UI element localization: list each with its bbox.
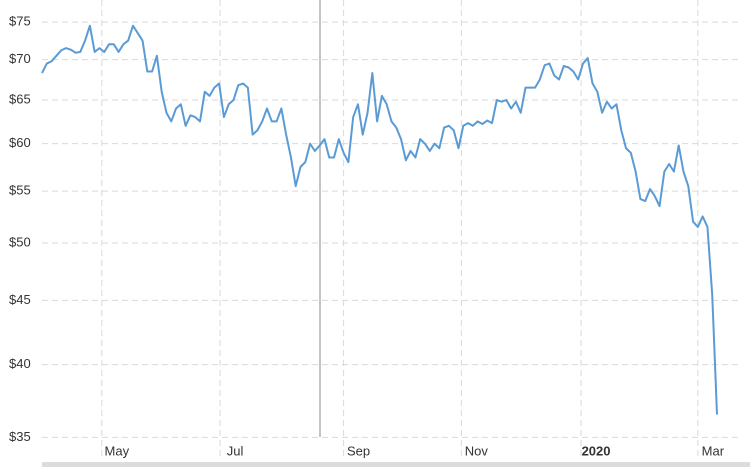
y-tick-label: $70 [9, 51, 31, 66]
x-tick-label: Sep [347, 443, 370, 458]
x-tick-label: May [105, 443, 130, 458]
y-tick-label: $40 [9, 356, 31, 371]
y-tick-label: $60 [9, 135, 31, 150]
x-axis-band [42, 462, 750, 467]
y-tick-label: $75 [9, 14, 31, 29]
y-tick-label: $55 [9, 183, 31, 198]
y-tick-label: $45 [9, 292, 31, 307]
y-tick-label: $65 [9, 91, 31, 106]
price-line [41, 24, 718, 415]
y-tick-label: $50 [9, 234, 31, 249]
x-tick-label: 2020 [582, 443, 611, 458]
x-tick-label: Nov [465, 443, 489, 458]
y-tick-label: $35 [9, 429, 31, 444]
x-tick-label: Jul [227, 443, 244, 458]
x-tick-label: Mar [702, 443, 725, 458]
